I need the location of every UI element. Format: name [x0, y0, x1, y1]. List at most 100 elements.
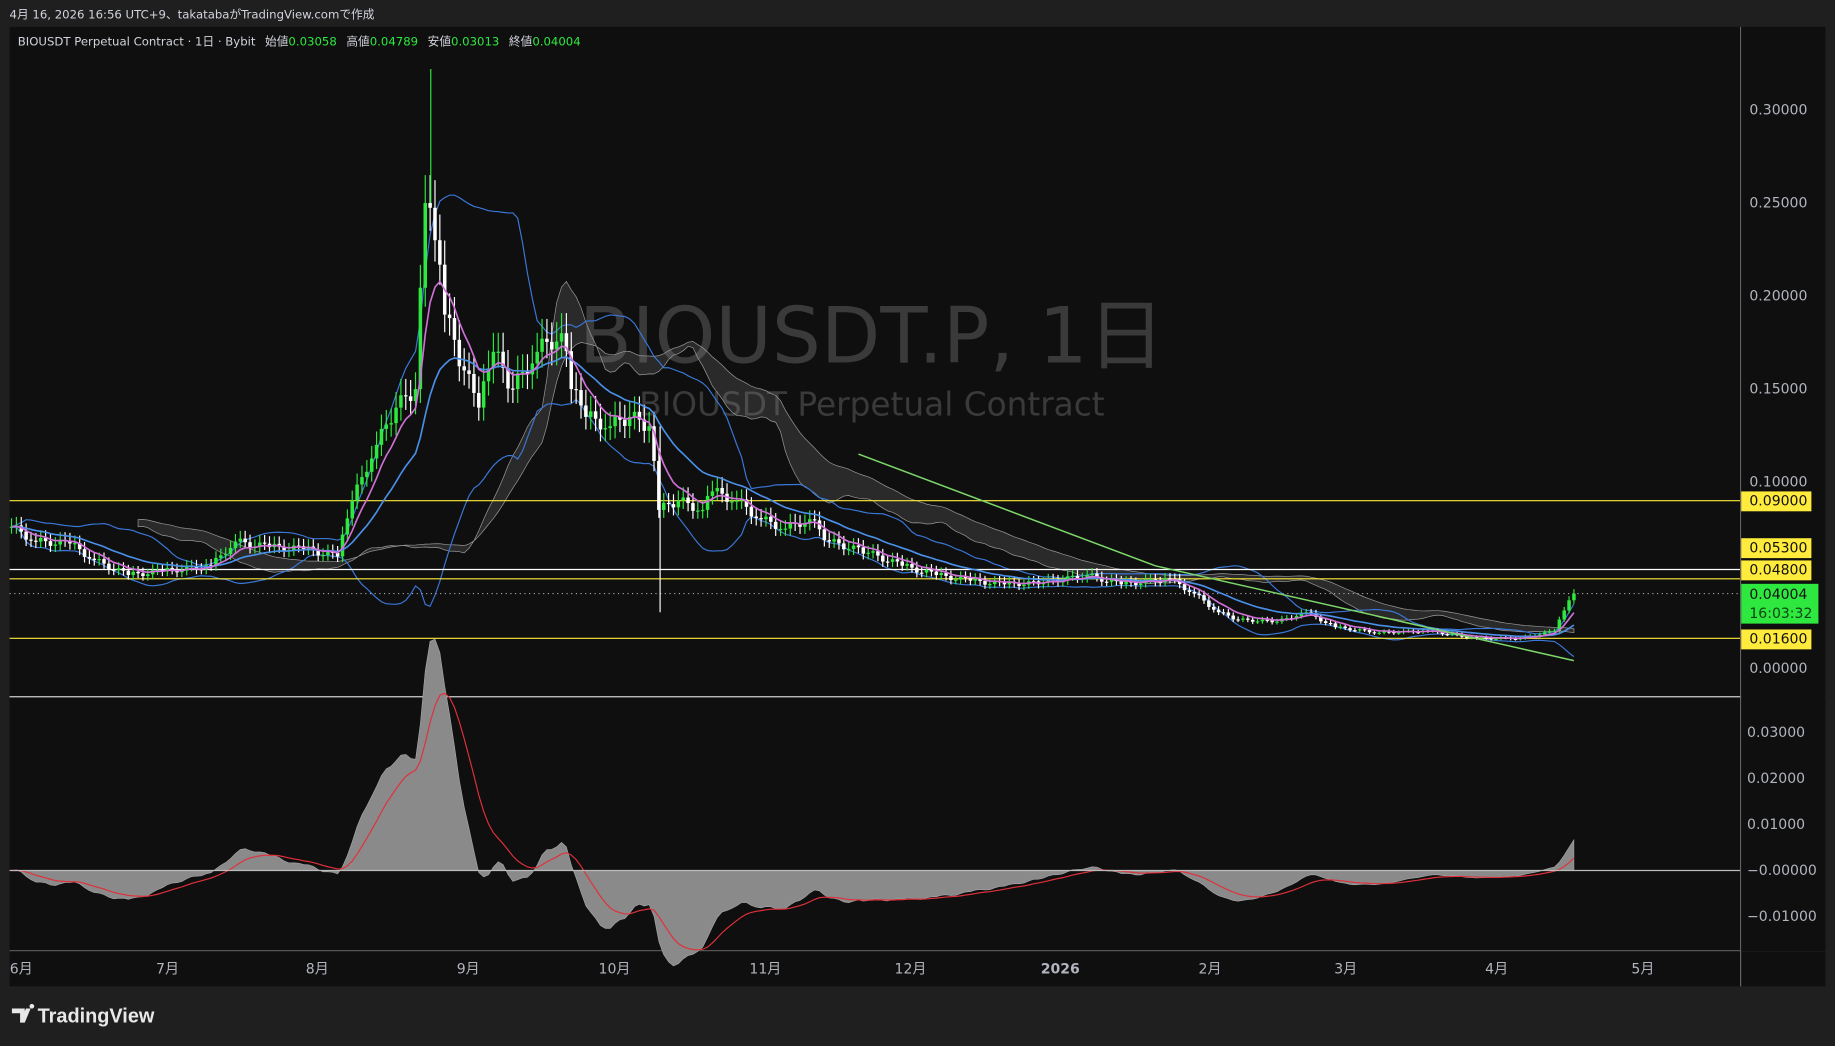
price-tick-label: 0.25000 — [1749, 196, 1807, 212]
candle-down — [1440, 632, 1445, 635]
candle-down — [564, 333, 569, 352]
candle-down — [574, 389, 578, 391]
candle-up — [627, 416, 632, 426]
oscillator-pane — [9, 638, 1741, 967]
candle-up — [326, 551, 330, 556]
candle-down — [593, 411, 598, 419]
moving-average-fast — [11, 280, 1575, 640]
candle-down — [136, 571, 140, 574]
candle-down — [929, 569, 934, 572]
candle-up — [676, 500, 681, 508]
candle-down — [773, 521, 778, 529]
legend-open: 0.03058 — [288, 35, 336, 49]
candle-up — [238, 538, 243, 542]
legend-high-label: 高値 — [346, 35, 370, 49]
candle-up — [788, 522, 793, 529]
candle-up — [374, 444, 379, 459]
candle-down — [1134, 582, 1138, 586]
candle-up — [739, 499, 744, 501]
candle-down — [82, 549, 87, 557]
time-tick-label: 11月 — [749, 961, 781, 977]
candle-up — [515, 373, 520, 390]
candle-up — [1046, 579, 1051, 583]
candle-down — [1231, 615, 1235, 620]
candle-down — [282, 546, 286, 552]
candle-up — [715, 487, 720, 492]
candle-up — [223, 554, 228, 556]
candle-down — [910, 564, 914, 568]
candle-down — [1075, 575, 1080, 579]
watermark-subtitle: BIOUSDT Perpetual Contract — [639, 385, 1105, 423]
candle-up — [992, 581, 997, 585]
candle-up — [710, 491, 715, 496]
candle-down — [895, 559, 900, 562]
level-price-tag — [1741, 538, 1812, 559]
candle-up — [1090, 573, 1094, 576]
candle-down — [1250, 619, 1255, 622]
candle-up — [1241, 618, 1245, 620]
candle-down — [812, 519, 817, 521]
candle-down — [87, 556, 92, 559]
candle-down — [666, 502, 671, 505]
candle-up — [559, 333, 564, 342]
brand-name: TradingView — [38, 1006, 155, 1028]
candle-up — [1124, 581, 1128, 585]
candle-down — [837, 539, 841, 544]
trendline — [858, 453, 1575, 662]
legend-close: 0.04004 — [532, 35, 580, 49]
candle-down — [978, 578, 982, 582]
tradingview-logo[interactable]: TradingView — [11, 1003, 155, 1028]
candle-down — [720, 487, 724, 494]
candle-down — [404, 395, 408, 397]
candle-up — [803, 523, 807, 527]
time-tick-label: 12月 — [895, 961, 927, 977]
candle-down — [691, 503, 695, 511]
candle-up — [939, 573, 943, 576]
price-axis[interactable] — [1741, 26, 1826, 952]
candle-up — [661, 502, 666, 510]
candle-up — [413, 389, 418, 401]
candle-up — [764, 516, 768, 520]
candle-down — [433, 207, 437, 241]
candle-down — [1343, 626, 1347, 629]
candle-up — [588, 411, 593, 417]
candle-down — [1353, 630, 1357, 632]
candle-up — [632, 411, 637, 417]
oscillator-tick-label: 0.03000 — [1747, 725, 1805, 741]
candle-down — [915, 567, 919, 573]
candle-down — [248, 542, 252, 548]
candle-down — [919, 572, 924, 574]
time-tick-label: 5月 — [1631, 961, 1654, 977]
candle-down — [1216, 609, 1221, 613]
candle-up — [1552, 630, 1557, 633]
oscillator-tick-label: −0.01000 — [1747, 909, 1817, 925]
candle-down — [506, 368, 510, 389]
level-price-label: 0.04800 — [1749, 562, 1807, 578]
candle-down — [550, 341, 554, 350]
candle-up — [1260, 619, 1265, 622]
candle-up — [1138, 583, 1143, 586]
candle-up — [647, 426, 651, 431]
candle-down — [467, 370, 471, 374]
candle-up — [1494, 638, 1498, 640]
candle-down — [141, 573, 145, 577]
candle-up — [1007, 581, 1012, 585]
tradingview-logo-icon — [11, 1003, 35, 1023]
candle-up — [418, 287, 423, 390]
candle-down — [1211, 606, 1216, 610]
price-pane — [9, 69, 1741, 662]
candle-up — [1450, 633, 1455, 635]
time-tick-label: 7月 — [156, 961, 179, 977]
candle-up — [866, 552, 870, 554]
candle-up — [1547, 631, 1552, 633]
candle-down — [876, 551, 880, 556]
candle-up — [681, 497, 685, 501]
candle-down — [335, 552, 340, 557]
chart-area[interactable] — [9, 26, 1826, 987]
candle-down — [1367, 630, 1372, 633]
level-price-label: 0.01600 — [1749, 632, 1807, 648]
candle-up — [491, 351, 496, 369]
time-tick-label: 3月 — [1334, 961, 1357, 977]
candle-down — [126, 570, 131, 576]
